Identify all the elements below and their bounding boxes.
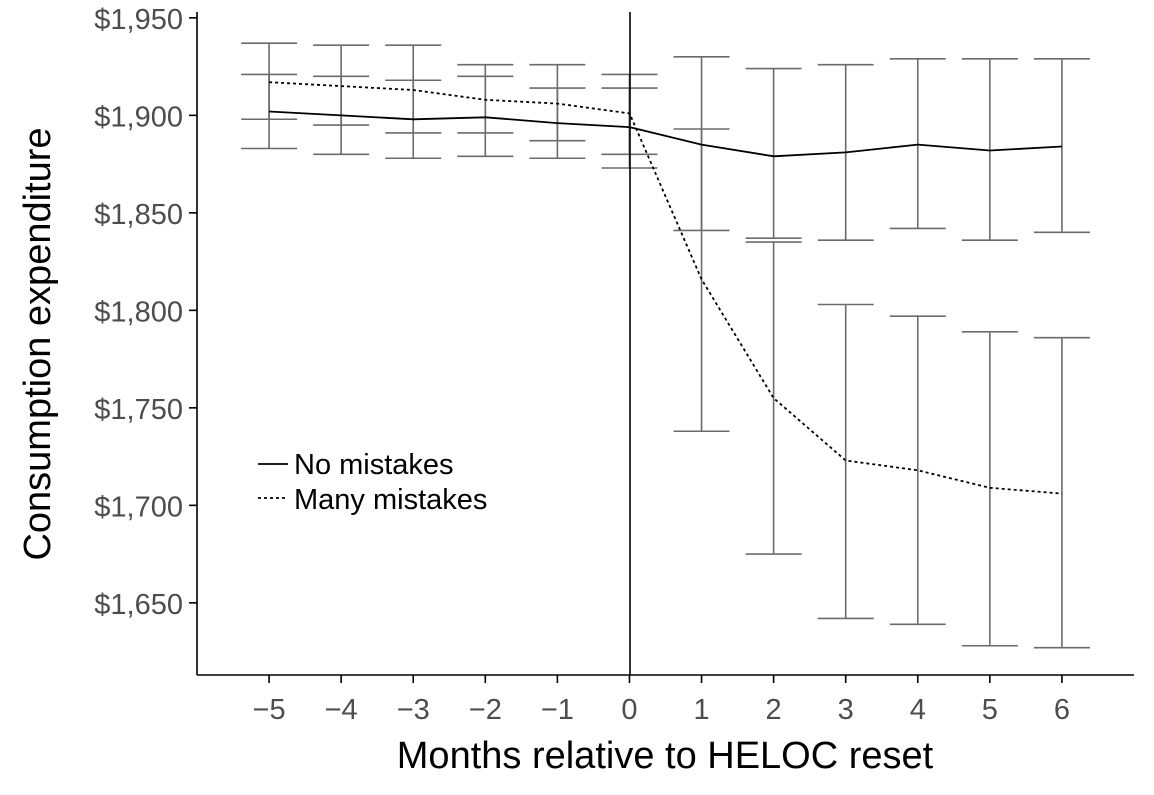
x-tick-label: −1 <box>541 694 574 726</box>
y-ticks: $1,650 $1,700 $1,750 $1,800 $1,850 $1,900 $1,9… <box>94 4 197 621</box>
error-bar-no-mistakes <box>1033 57 1090 234</box>
error-bar-many-mistakes <box>673 128 730 433</box>
error-bar-many-mistakes <box>385 44 442 134</box>
error-bar-no-mistakes <box>961 57 1018 241</box>
y-tick-label: $1,950 <box>94 4 183 36</box>
x-tick-label: 1 <box>693 694 709 726</box>
error-bar-many-mistakes <box>889 315 946 626</box>
error-bar-many-mistakes <box>529 63 586 142</box>
y-tick-label: $1,850 <box>94 199 183 231</box>
error-bar-no-mistakes <box>745 67 802 239</box>
x-tick-label: −5 <box>253 694 286 726</box>
series-lines <box>269 81 1062 495</box>
y-axis-label: Consumption expenditure <box>17 127 59 560</box>
error-bar-many-mistakes <box>817 303 874 620</box>
x-tick-label: −3 <box>397 694 430 726</box>
error-bar-many-mistakes <box>241 42 298 121</box>
x-axis-label: Months relative to HELOC reset <box>397 735 934 777</box>
error-bar-many-mistakes <box>457 63 514 134</box>
legend-label-many-mistakes: Many mistakes <box>294 484 487 516</box>
legend: No mistakes Many mistakes <box>258 449 487 516</box>
error-bar-many-mistakes <box>313 44 370 126</box>
legend-label-no-mistakes: No mistakes <box>294 449 454 481</box>
y-tick-label: $1,700 <box>94 491 183 523</box>
x-tick-label: 3 <box>838 694 854 726</box>
error-bar-many-mistakes <box>961 330 1018 647</box>
y-tick-label: $1,900 <box>94 101 183 133</box>
y-tick-label: $1,800 <box>94 296 183 328</box>
error-bars <box>241 42 1090 649</box>
x-ticks: −5 −4 −3 −2 −1 0 1 2 3 4 5 6 <box>253 675 1070 726</box>
error-bar-no-mistakes <box>889 57 946 230</box>
error-bar-many-mistakes <box>745 241 802 555</box>
series-line-many-mistakes <box>269 81 1062 495</box>
y-tick-label: $1,750 <box>94 394 183 426</box>
x-tick-label: 0 <box>621 694 637 726</box>
y-tick-label: $1,650 <box>94 589 183 621</box>
x-tick-label: 6 <box>1054 694 1070 726</box>
x-tick-label: 2 <box>766 694 782 726</box>
error-bar-many-mistakes <box>1033 336 1090 649</box>
x-tick-label: 4 <box>910 694 926 726</box>
series-line-no-mistakes <box>269 110 1062 158</box>
x-tick-label: 5 <box>982 694 998 726</box>
x-tick-label: −2 <box>469 694 502 726</box>
x-tick-label: −4 <box>325 694 358 726</box>
